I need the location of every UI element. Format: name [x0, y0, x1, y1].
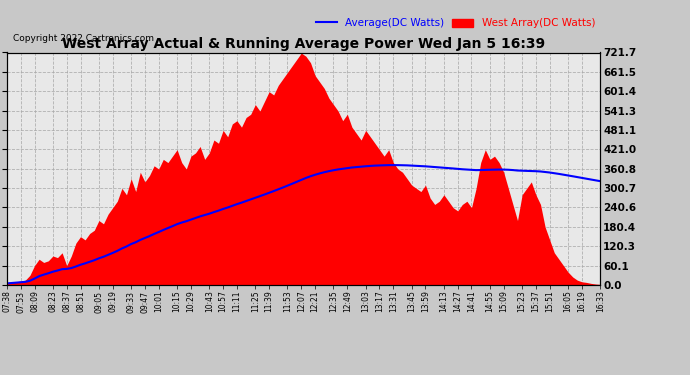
- Text: Copyright 2022 Cartronics.com: Copyright 2022 Cartronics.com: [13, 34, 154, 43]
- Legend: Average(DC Watts), West Array(DC Watts): Average(DC Watts), West Array(DC Watts): [316, 18, 595, 28]
- Title: West Array Actual & Running Average Power Wed Jan 5 16:39: West Array Actual & Running Average Powe…: [62, 38, 545, 51]
